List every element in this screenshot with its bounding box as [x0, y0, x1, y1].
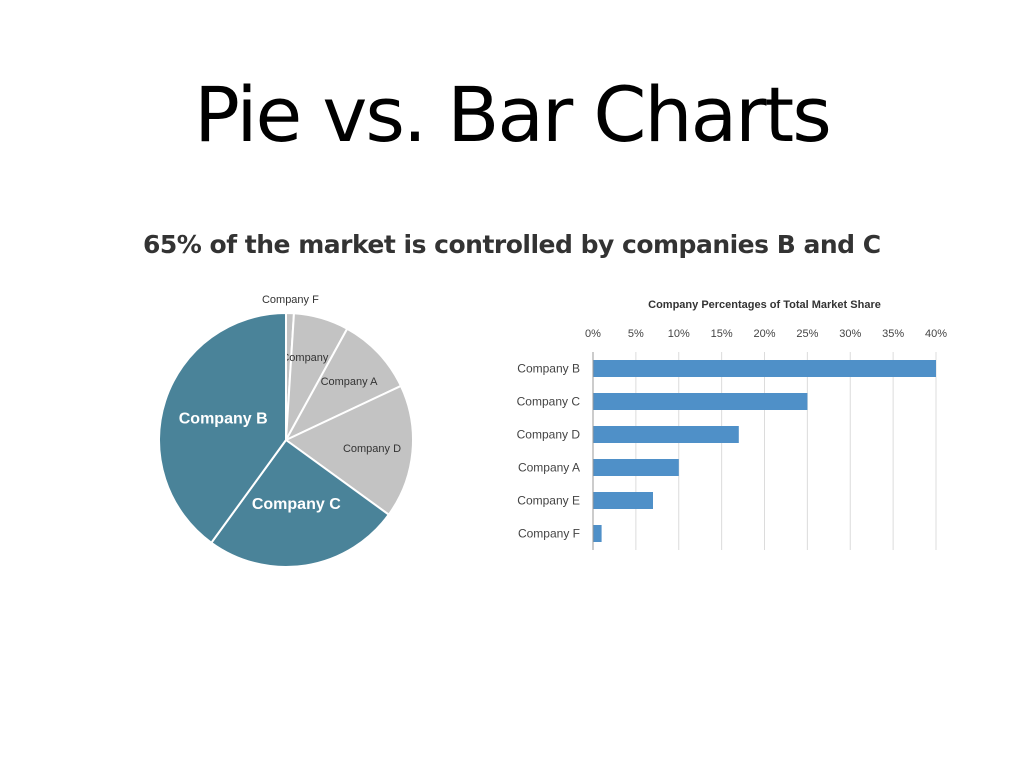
- y-tick-label: Company F: [518, 527, 580, 541]
- bar-company-b: [593, 360, 936, 377]
- bar-chart: Company Percentages of Total Market Shar…: [517, 299, 947, 550]
- pie-slice-company-b: [158, 311, 287, 545]
- pie-label: Company A: [321, 376, 379, 388]
- bar-company-f: [593, 525, 602, 542]
- y-tick-label: Company A: [518, 461, 580, 475]
- bar-company-a: [593, 459, 679, 476]
- x-tick-label: 30%: [839, 328, 861, 340]
- x-tick-label: 35%: [882, 328, 904, 340]
- bar-company-e: [593, 492, 653, 509]
- y-tick-label: Company C: [517, 395, 581, 409]
- bar-company-d: [593, 426, 739, 443]
- pie-label: Company B: [179, 411, 268, 428]
- pie-label: Company D: [343, 443, 401, 455]
- pie-slice-company-d: [284, 384, 414, 517]
- x-tick-label: 15%: [711, 328, 733, 340]
- pie-slice-company-a: [283, 327, 403, 443]
- pie-slice-company-c: [209, 438, 391, 568]
- y-tick-label: Company B: [517, 362, 580, 376]
- x-tick-label: 0%: [585, 328, 601, 340]
- y-tick-label: Company D: [517, 428, 581, 442]
- x-tick-label: 5%: [628, 328, 644, 340]
- x-tick-label: 10%: [668, 328, 690, 340]
- x-tick-label: 25%: [796, 328, 818, 340]
- x-tick-label: 40%: [925, 328, 947, 340]
- pie-label: Company C: [252, 496, 341, 513]
- bar-company-c: [593, 393, 808, 410]
- pie-chart: Company F Company E Company A Company D Comp…: [158, 294, 414, 568]
- y-tick-label: Company E: [517, 494, 580, 508]
- pie-label: Company F: [262, 294, 319, 306]
- pie-label: Company E: [281, 352, 338, 364]
- bar-chart-title: Company Percentages of Total Market Shar…: [648, 299, 881, 311]
- x-tick-label: 20%: [753, 328, 775, 340]
- chart-subtitle: 65% of the market is controlled by compa…: [143, 230, 881, 259]
- slide-title: Pie vs. Bar Charts: [194, 70, 832, 159]
